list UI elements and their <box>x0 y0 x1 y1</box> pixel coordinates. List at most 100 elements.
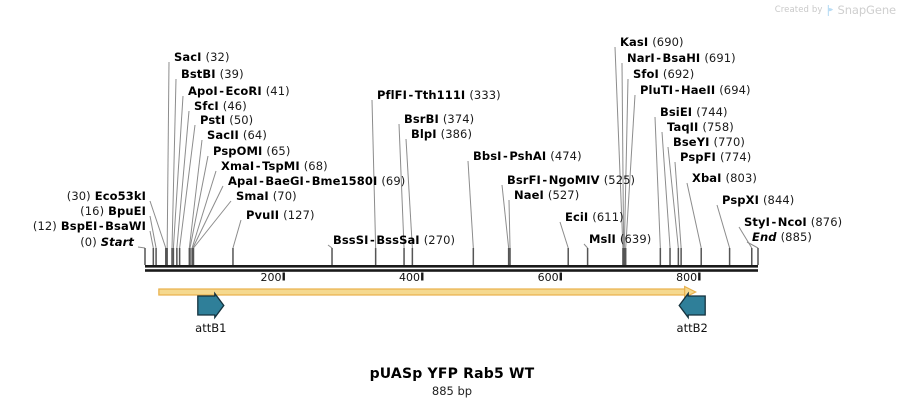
enzyme-name: TspMI <box>262 159 300 173</box>
leader-line <box>405 138 413 249</box>
enzyme-position: (12) <box>32 219 57 233</box>
cut-site-tick <box>144 248 146 265</box>
ruler-tick-label: 200 <box>260 271 282 284</box>
enzyme-site-label[interactable]: BsrFI - NgoMIV (525) <box>507 174 635 186</box>
cut-site-tick <box>567 248 569 265</box>
enzyme-name-separator: - <box>255 159 261 173</box>
enzyme-site-label[interactable]: PflFI - Tth111I (333) <box>377 89 501 101</box>
ruler-tick-label: 400 <box>399 271 421 284</box>
leader-line <box>149 230 154 249</box>
enzyme-site-label[interactable]: XbaI (803) <box>692 172 757 184</box>
enzyme-site-label[interactable]: PspFI (774) <box>680 151 751 163</box>
enzyme-site-label[interactable]: SfcI (46) <box>194 100 247 112</box>
leader-line <box>661 131 671 249</box>
enzyme-name: PluTI <box>640 83 674 97</box>
enzyme-site-label[interactable]: PspOMI (65) <box>213 145 290 157</box>
enzyme-site-label[interactable]: XmaI - TspMI (68) <box>221 160 328 172</box>
enzyme-name: KasI <box>620 35 649 49</box>
cut-site-tick <box>509 248 511 265</box>
enzyme-position: (16) <box>80 204 105 218</box>
enzyme-site-label[interactable]: ApoI - EcoRI (41) <box>188 85 290 97</box>
leader-line <box>667 146 679 249</box>
enzyme-name: BsrBI <box>404 112 439 126</box>
enzyme-site-label[interactable]: (16) BpuEI <box>80 205 146 217</box>
enzyme-site-label[interactable]: BseYI (770) <box>673 136 745 148</box>
enzyme-site-label[interactable]: StyI - NcoI (876) <box>744 216 842 228</box>
enzyme-name: PflFI <box>377 88 408 102</box>
enzyme-position: (691) <box>704 51 736 65</box>
enzyme-site-label[interactable]: BstBI (39) <box>181 68 244 80</box>
cut-site-tick <box>622 248 625 265</box>
cut-site-tick <box>166 248 168 265</box>
enzyme-site-label[interactable]: End (885) <box>752 231 812 243</box>
leader-line <box>327 244 333 249</box>
enzyme-position: (525) <box>603 173 636 187</box>
leader-line <box>583 243 588 249</box>
enzyme-position: (68) <box>303 159 328 173</box>
enzyme-site-label[interactable]: MslI (639) <box>589 233 651 245</box>
enzyme-name: BsaHI <box>662 51 701 65</box>
enzyme-position: (690) <box>652 35 684 49</box>
enzyme-site-label[interactable]: NaeI (527) <box>514 189 579 201</box>
cut-site-tick <box>374 248 377 265</box>
enzyme-site-label[interactable]: TaqII (758) <box>667 121 734 133</box>
cut-site-tick <box>411 248 414 265</box>
enzyme-site-label[interactable]: (0) Start <box>80 236 134 248</box>
ruler-group <box>145 265 758 281</box>
enzyme-name: PspOMI <box>213 144 263 158</box>
feature-label-attB1[interactable]: attB1 <box>195 321 227 335</box>
enzyme-site-label[interactable]: PstI (50) <box>200 114 253 126</box>
enzyme-site-label[interactable]: NarI - BsaHI (691) <box>627 52 736 64</box>
enzyme-position: (127) <box>283 208 315 222</box>
leader-line <box>654 116 661 249</box>
enzyme-site-label[interactable]: BssSI - BssSaI (270) <box>333 234 455 246</box>
leader-line <box>508 199 511 249</box>
enzyme-name-separator: - <box>370 233 375 247</box>
cut-site-tick <box>192 248 195 265</box>
enzyme-name-separator: - <box>305 174 311 188</box>
cut-site-tick <box>171 248 173 265</box>
enzyme-site-label[interactable]: EciI (611) <box>565 211 624 223</box>
enzyme-name-separator: - <box>674 83 680 97</box>
enzyme-name: PspFI <box>680 150 716 164</box>
enzyme-site-label[interactable]: SacI (32) <box>174 51 230 63</box>
leader-line <box>179 124 196 249</box>
leader-line <box>193 200 232 249</box>
ruler-tick <box>421 272 424 281</box>
enzyme-site-label[interactable]: BbsI - PshAI (474) <box>473 150 582 162</box>
enzyme-name: Tth111I <box>414 88 466 102</box>
enzyme-name: BspEI <box>60 219 98 233</box>
enzyme-position: (692) <box>662 67 695 81</box>
enzyme-position: (333) <box>469 88 501 102</box>
enzyme-site-label[interactable]: (30) Eco53kI <box>67 190 146 202</box>
enzyme-site-label[interactable]: ApaI - BaeGI - Bme1580I (69) <box>228 175 405 187</box>
leader-line <box>501 184 510 249</box>
enzyme-name: MslI <box>589 232 616 246</box>
enzyme-site-label[interactable]: BsrBI (374) <box>404 113 474 125</box>
leader-line <box>171 78 177 249</box>
enzyme-site-label[interactable]: SmaI (70) <box>236 190 297 202</box>
enzyme-position: (50) <box>229 113 254 127</box>
title-block: pUASp YFP Rab5 WT 885 bp <box>0 366 904 399</box>
enzyme-site-label[interactable]: (12) BspEI - BsaWI <box>33 220 146 232</box>
feature-label-attB2[interactable]: attB2 <box>676 321 708 335</box>
backbone-line-upper <box>145 265 758 268</box>
enzyme-site-label[interactable]: PluTI - HaeII (694) <box>640 84 751 96</box>
enzyme-site-label[interactable]: PspXI (844) <box>722 194 794 206</box>
leader-line <box>716 204 731 249</box>
enzyme-site-label[interactable]: BlpI (386) <box>411 128 472 140</box>
leader-line <box>149 200 167 249</box>
enzyme-position: (0) <box>80 235 97 249</box>
enzyme-name-separator: - <box>408 88 414 102</box>
enzyme-site-label[interactable]: BsiEI (744) <box>660 106 728 118</box>
enzyme-site-label[interactable]: PvuII (127) <box>246 209 315 221</box>
enzyme-site-label[interactable]: KasI (690) <box>620 36 684 48</box>
leader-line <box>191 170 217 249</box>
enzyme-site-label[interactable]: SacII (64) <box>207 129 267 141</box>
enzyme-name: BbsI <box>473 149 502 163</box>
enzyme-site-label[interactable]: SfoI (692) <box>633 68 694 80</box>
enzyme-name: HaeII <box>680 83 716 97</box>
enzyme-name: BpuEI <box>108 204 146 218</box>
enzyme-position: (64) <box>242 128 267 142</box>
